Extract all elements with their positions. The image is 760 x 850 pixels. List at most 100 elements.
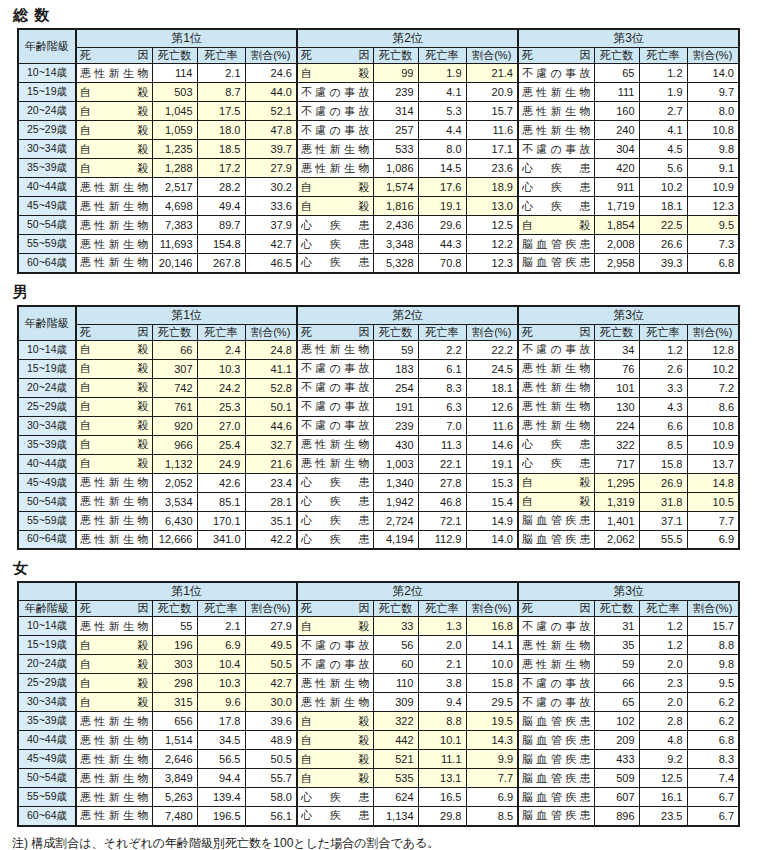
char: の <box>330 123 341 138</box>
rate-cell: 10.1 <box>418 731 466 750</box>
pct-cell: 22.2 <box>466 340 518 359</box>
rate-cell: 49.4 <box>197 197 245 216</box>
deaths-cell: 240 <box>594 121 639 140</box>
age-cell: 55~59歳 <box>18 235 76 254</box>
deaths-cell: 114 <box>152 64 197 83</box>
rate-column-header: 死亡率 <box>418 601 466 617</box>
cause-cell: 悪性新生物 <box>518 359 594 378</box>
age-cell: 60~64歳 <box>18 254 76 273</box>
char: 因 <box>580 601 591 616</box>
table-row: 50~54歳悪性新生物3,53485.128.1心疾患1,94246.815.4… <box>18 492 739 511</box>
cause-cell: 不慮の事故 <box>297 102 373 121</box>
justified-text: 不慮の事故 <box>519 64 594 82</box>
char: 患 <box>580 714 591 729</box>
table-row: 60~64歳悪性新生物7,480196.556.1心疾患1,13429.88.5… <box>18 807 739 826</box>
char: 慮 <box>536 342 547 357</box>
deaths-cell: 59 <box>594 655 639 674</box>
deaths-cell: 224 <box>594 416 639 435</box>
pct-cell: 56.1 <box>245 807 297 826</box>
char: 物 <box>580 657 591 672</box>
justified-text: 自殺 <box>298 64 373 82</box>
deaths-cell: 3,534 <box>152 492 197 511</box>
justified-text: 不慮の事故 <box>519 140 594 158</box>
char: 事 <box>344 399 355 414</box>
pct-cell: 14.6 <box>466 435 518 454</box>
char: 悪 <box>80 513 91 528</box>
rate-cell: 19.1 <box>418 197 466 216</box>
age-cell: 45~49歳 <box>18 750 76 769</box>
char: 物 <box>359 456 370 471</box>
rate-cell: 26.6 <box>639 235 687 254</box>
pct-cell: 15.7 <box>466 102 518 121</box>
deaths-cell: 2,646 <box>152 750 197 769</box>
cause-cell: 自殺 <box>76 121 152 140</box>
table-row: 20~24歳自殺74224.252.8不慮の事故2548.318.1悪性新生物1… <box>18 378 739 397</box>
deaths-cell: 11,693 <box>152 235 197 254</box>
justified-text: 心疾患 <box>298 807 373 825</box>
justified-text: 自殺 <box>298 712 373 730</box>
char: 殺 <box>138 142 149 157</box>
justified-text: 悪性新生物 <box>298 159 373 177</box>
char: 性 <box>94 808 105 823</box>
rate-column-header: 死亡率 <box>418 324 466 340</box>
header-row-ranks: 年齢階級第1位第2位第3位 <box>18 29 739 48</box>
char: 疾 <box>565 714 576 729</box>
cause-cell: 自殺 <box>76 435 152 454</box>
char: 不 <box>301 104 312 119</box>
char: 事 <box>565 619 576 634</box>
pct-cell: 50.1 <box>245 397 297 416</box>
table-row: 60~64歳悪性新生物20,146267.846.5心疾患5,32870.812… <box>18 254 739 273</box>
deaths-cell: 896 <box>594 807 639 826</box>
pct-column-header: 割合(%) <box>245 48 297 64</box>
deaths-cell: 59 <box>373 340 418 359</box>
deaths-cell: 35 <box>594 636 639 655</box>
rate-cell: 34.5 <box>197 731 245 750</box>
char: 管 <box>551 532 562 547</box>
cause-cell: 悪性新生物 <box>518 636 594 655</box>
table-row: 25~29歳自殺1,05918.047.8不慮の事故2574.411.6悪性新生… <box>18 121 739 140</box>
pct-cell: 42.7 <box>245 235 297 254</box>
char: 生 <box>344 342 355 357</box>
char: 殺 <box>138 456 149 471</box>
char: 死 <box>80 325 91 340</box>
pct-cell: 13.7 <box>687 454 739 473</box>
char: 物 <box>138 255 149 270</box>
pct-cell: 8.0 <box>687 102 739 121</box>
deaths-column-header: 死亡数 <box>594 601 639 617</box>
age-cell: 25~29歳 <box>18 397 76 416</box>
char: 性 <box>94 180 105 195</box>
char: 脳 <box>522 733 533 748</box>
rate-cell: 85.1 <box>197 492 245 511</box>
char: 心 <box>522 437 533 452</box>
pct-cell: 14.8 <box>687 473 739 492</box>
pct-column-header: 割合(%) <box>466 601 518 617</box>
pct-cell: 33.6 <box>245 197 297 216</box>
pct-cell: 8.8 <box>687 636 739 655</box>
pct-cell: 10.0 <box>466 655 518 674</box>
char: 患 <box>359 494 370 509</box>
justified-text: 心疾患 <box>519 455 594 473</box>
char: 殺 <box>138 104 149 119</box>
char: 故 <box>579 676 590 691</box>
justified-text: 心疾患 <box>298 512 373 530</box>
page: 総 数 年齢階級第1位第2位第3位死因死亡数死亡率割合(%)死因死亡数死亡率割合… <box>0 0 760 850</box>
rate-cell: 7.0 <box>418 416 466 435</box>
pct-cell: 6.9 <box>466 788 518 807</box>
table-row: 55~59歳悪性新生物5,263139.458.0心疾患62416.56.9脳血… <box>18 788 739 807</box>
char: 故 <box>358 638 369 653</box>
char: 心 <box>301 218 312 233</box>
pct-cell: 52.8 <box>245 378 297 397</box>
cause-cell: 悪性新生物 <box>76 807 152 826</box>
deaths-column-header: 死亡数 <box>373 324 418 340</box>
pct-cell: 24.5 <box>466 359 518 378</box>
cause-cell: 脳血管疾患 <box>518 235 594 254</box>
deaths-cell: 1,235 <box>152 140 197 159</box>
char: 故 <box>358 85 369 100</box>
justified-text: 死因 <box>298 48 373 63</box>
deaths-cell: 761 <box>152 397 197 416</box>
char: 性 <box>94 733 105 748</box>
char: 因 <box>580 325 591 340</box>
pct-cell: 8.5 <box>466 807 518 826</box>
justified-text: 脳血管疾患 <box>519 750 594 768</box>
char: 慮 <box>315 85 326 100</box>
